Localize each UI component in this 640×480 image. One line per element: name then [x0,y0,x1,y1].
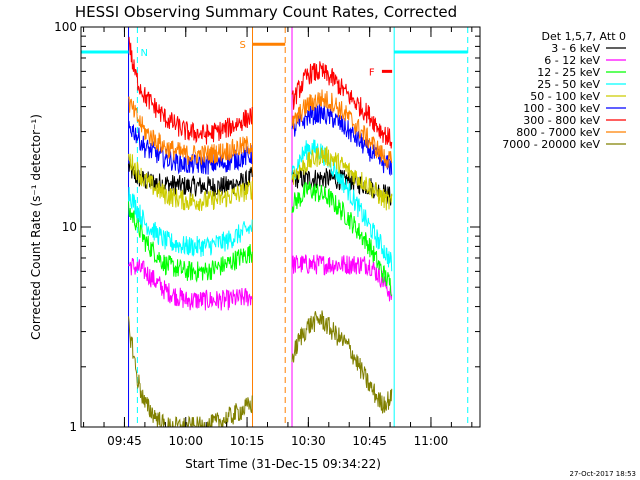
series-3-segment-1 [291,139,393,272]
x-tick-label-1: 10:00 [168,434,203,448]
series-group [128,36,393,427]
x-tick-label-2: 10:15 [230,434,265,448]
timestamp: 27-Oct-2017 18:53 [570,470,636,478]
series-3 [128,139,393,272]
plot-area: N S F [80,26,481,428]
legend-label-1: 6 - 12 keV [544,54,600,67]
y-tick-label-0: 1 [69,420,77,434]
series-1-segment-1 [291,254,393,302]
series-4-segment-1 [291,146,393,211]
legend-header: Det 1,5,7, Att 0 [542,30,626,43]
x-tick-label-5: 11:00 [414,434,449,448]
series-5-segment-0 [128,120,253,175]
series-6-segment-1 [291,61,393,149]
legend-label-7: 800 - 7000 keV [516,126,600,139]
night-label: N [141,48,148,59]
y-tick-label-2: 100 [54,20,77,34]
x-tick-label-4: 10:45 [352,434,387,448]
chart-title: HESSI Observing Summary Count Rates, Cor… [75,3,457,21]
y-tick-label-1: 10 [62,220,77,234]
x-tick-label-3: 10:30 [291,434,326,448]
legend-label-3: 25 - 50 keV [537,78,600,91]
series-8-segment-0 [128,316,253,427]
x-axis-label: Start Time (31-Dec-15 09:34:22) [185,457,381,471]
legend-label-6: 300 - 800 keV [523,114,600,127]
series-1 [128,254,393,311]
series-6-segment-0 [128,36,253,145]
series-7-segment-1 [291,89,393,169]
interval-bars: N S F [81,40,468,78]
series-6 [128,36,393,149]
series-8 [128,310,393,427]
y-axis-label: Corrected Count Rate (s⁻¹ detector⁻¹) [29,114,43,340]
legend-label-2: 12 - 25 keV [537,66,600,79]
interval-markers [128,27,469,427]
legend-label-8: 7000 - 20000 keV [502,138,600,151]
legend-label-5: 100 - 300 keV [523,102,600,115]
series-4 [128,146,393,212]
series-2-segment-1 [291,181,393,297]
series-7-segment-0 [128,96,253,165]
series-3-segment-0 [128,186,253,257]
series-2-segment-0 [128,201,253,283]
x-tick-label-0: 09:45 [107,434,142,448]
saa-label: S [240,40,246,51]
axes: 09:45 10:00 10:15 10:30 10:45 11:00 1 10 100 [54,20,480,448]
series-4-segment-0 [128,153,253,212]
series-5 [128,101,393,177]
series-7 [128,89,393,169]
series-8-segment-1 [291,310,393,414]
series-2 [128,181,393,297]
flare-label: F [369,67,375,78]
legend-label-4: 50 - 100 keV [530,90,600,103]
series-1-segment-0 [128,258,253,311]
legend-label-0: 3 - 6 keV [551,42,600,55]
